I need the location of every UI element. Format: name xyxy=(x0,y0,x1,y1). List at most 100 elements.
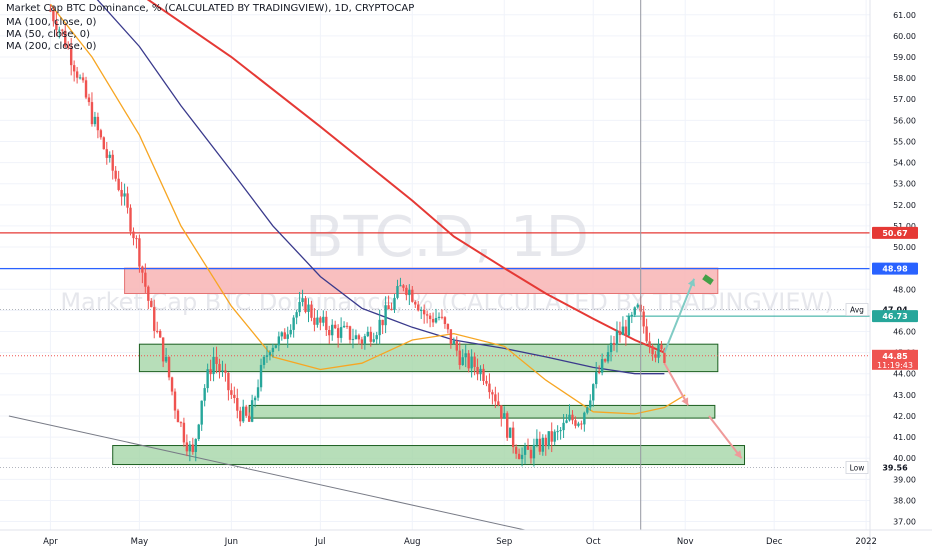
candle-body xyxy=(167,356,171,378)
arrow-down-2-head xyxy=(734,450,742,459)
candle-body xyxy=(322,316,325,323)
candle-body xyxy=(651,346,654,355)
candle-body xyxy=(203,388,206,401)
candle-body xyxy=(532,444,536,459)
candle-body xyxy=(488,383,491,393)
price-tick-label: 46.00 xyxy=(893,328,916,337)
candle-body xyxy=(316,317,319,325)
watermark-symbol: BTC.D, 1D xyxy=(305,205,589,270)
candle-body xyxy=(360,339,364,344)
candle-body xyxy=(188,444,192,452)
price-tick-label: 37.00 xyxy=(893,518,916,527)
candle-body xyxy=(138,238,141,267)
candle-body xyxy=(224,370,227,373)
candle-body xyxy=(268,352,272,356)
candle-body xyxy=(348,326,352,340)
hammer-icon xyxy=(702,274,714,285)
candle-body xyxy=(132,231,135,239)
candle-body xyxy=(176,410,180,423)
candle-body xyxy=(185,442,189,452)
candle-body xyxy=(64,30,67,47)
candle-body xyxy=(221,370,224,372)
candle-body xyxy=(508,427,512,438)
level-tag: 48.98 xyxy=(882,265,908,274)
high-value-tag: 46.73 xyxy=(882,312,907,321)
candle-body xyxy=(87,97,91,103)
price-tick-label: 44.00 xyxy=(893,370,916,379)
price-tick-label: 38.00 xyxy=(893,496,916,505)
support-zone xyxy=(138,343,719,373)
candle-body xyxy=(277,336,281,346)
candle-body xyxy=(500,405,503,419)
candle-body xyxy=(449,329,453,345)
candle-body xyxy=(81,77,85,81)
price-tick-label: 40.00 xyxy=(893,454,916,463)
moving-averages xyxy=(49,0,686,415)
ma50-line xyxy=(49,3,686,415)
candle-body xyxy=(476,366,479,375)
candle-body xyxy=(328,329,331,336)
candle-body xyxy=(182,422,186,443)
candle-body xyxy=(544,437,547,447)
legend-ma200[interactable]: MA (200, close, 0) xyxy=(6,41,97,52)
candle-body xyxy=(523,445,527,455)
avg-value-tag: 47.04 xyxy=(882,306,908,315)
time-tick-label: Sep xyxy=(496,537,512,547)
candle-body xyxy=(156,330,159,332)
candle-body xyxy=(612,342,616,345)
candle-body xyxy=(242,406,245,422)
candle-body xyxy=(464,353,467,358)
candle-body xyxy=(517,453,521,460)
candle-body xyxy=(411,289,414,302)
legend-ma50[interactable]: MA (50, close, 0) xyxy=(6,29,91,40)
price-tick-label: 41.00 xyxy=(893,433,916,442)
candle-body xyxy=(485,380,488,384)
arrow-down-2-shaft xyxy=(708,415,743,459)
candle-body xyxy=(129,207,132,232)
candle-body xyxy=(206,369,209,389)
candle-body xyxy=(250,400,254,422)
price-tick-label: 57.00 xyxy=(893,95,916,104)
ma100-line xyxy=(96,0,665,375)
candle-body xyxy=(402,285,405,288)
candle-body xyxy=(600,359,604,373)
candle-body xyxy=(209,369,212,375)
candle-body xyxy=(111,154,114,171)
candle-body xyxy=(310,304,313,318)
legend-ma100[interactable]: MA (100, close, 0) xyxy=(6,17,97,28)
arrow-up-head xyxy=(687,278,696,287)
candle-body xyxy=(381,319,384,326)
candle-body xyxy=(369,331,372,342)
candle-body xyxy=(431,318,435,323)
candle-body xyxy=(351,339,355,341)
candle-body xyxy=(197,424,200,440)
time-tick-label: Jul xyxy=(314,537,325,547)
candle-body xyxy=(547,431,550,447)
time-tick-label: Nov xyxy=(677,537,694,547)
candle-body xyxy=(580,423,583,425)
time-axis[interactable]: Apr May Jun Jul Aug Sep Oct Nov Dec 2022 xyxy=(0,529,932,547)
candle-body xyxy=(470,356,473,369)
zones xyxy=(112,267,746,466)
candle-body xyxy=(479,368,482,375)
candle-body xyxy=(553,431,556,442)
candle-body xyxy=(319,317,322,323)
candle-body xyxy=(78,77,82,79)
resistance-zone xyxy=(124,267,719,295)
candle-body xyxy=(633,307,636,315)
candle-body xyxy=(375,335,378,340)
ma200-line xyxy=(146,0,665,354)
legend-title[interactable]: Market Cap BTC Dominance, % (CALCULATED … xyxy=(6,3,415,14)
price-tick-label: 54.00 xyxy=(893,159,916,168)
time-tick-label: Dec xyxy=(766,537,783,547)
candle-body xyxy=(227,372,230,391)
candle-body xyxy=(271,347,275,353)
candle-body xyxy=(150,300,153,308)
candle-body xyxy=(642,311,645,327)
candle-body xyxy=(144,272,147,287)
candle-body xyxy=(253,397,257,401)
candle-body xyxy=(425,314,429,316)
candle-body xyxy=(230,390,233,395)
